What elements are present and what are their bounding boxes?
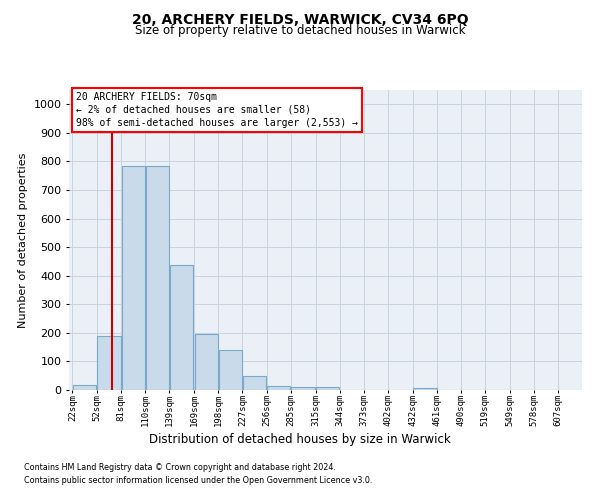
Text: Distribution of detached houses by size in Warwick: Distribution of detached houses by size … [149,432,451,446]
Bar [170,265,193,390]
Bar [146,166,169,390]
Text: 20, ARCHERY FIELDS, WARWICK, CV34 6PQ: 20, ARCHERY FIELDS, WARWICK, CV34 6PQ [131,12,469,26]
Text: Contains public sector information licensed under the Open Government Licence v3: Contains public sector information licen… [24,476,373,485]
Bar [413,388,437,390]
Bar [291,387,314,390]
Text: 20 ARCHERY FIELDS: 70sqm
← 2% of detached houses are smaller (58)
98% of semi-de: 20 ARCHERY FIELDS: 70sqm ← 2% of detache… [76,92,358,128]
Bar [73,385,96,390]
Y-axis label: Number of detached properties: Number of detached properties [18,152,28,328]
Bar [218,350,242,390]
Text: Size of property relative to detached houses in Warwick: Size of property relative to detached ho… [135,24,465,37]
Bar [122,166,145,390]
Text: Contains HM Land Registry data © Crown copyright and database right 2024.: Contains HM Land Registry data © Crown c… [24,464,336,472]
Bar [194,334,218,390]
Bar [316,387,340,390]
Bar [242,376,266,390]
Bar [267,386,290,390]
Bar [97,336,121,390]
